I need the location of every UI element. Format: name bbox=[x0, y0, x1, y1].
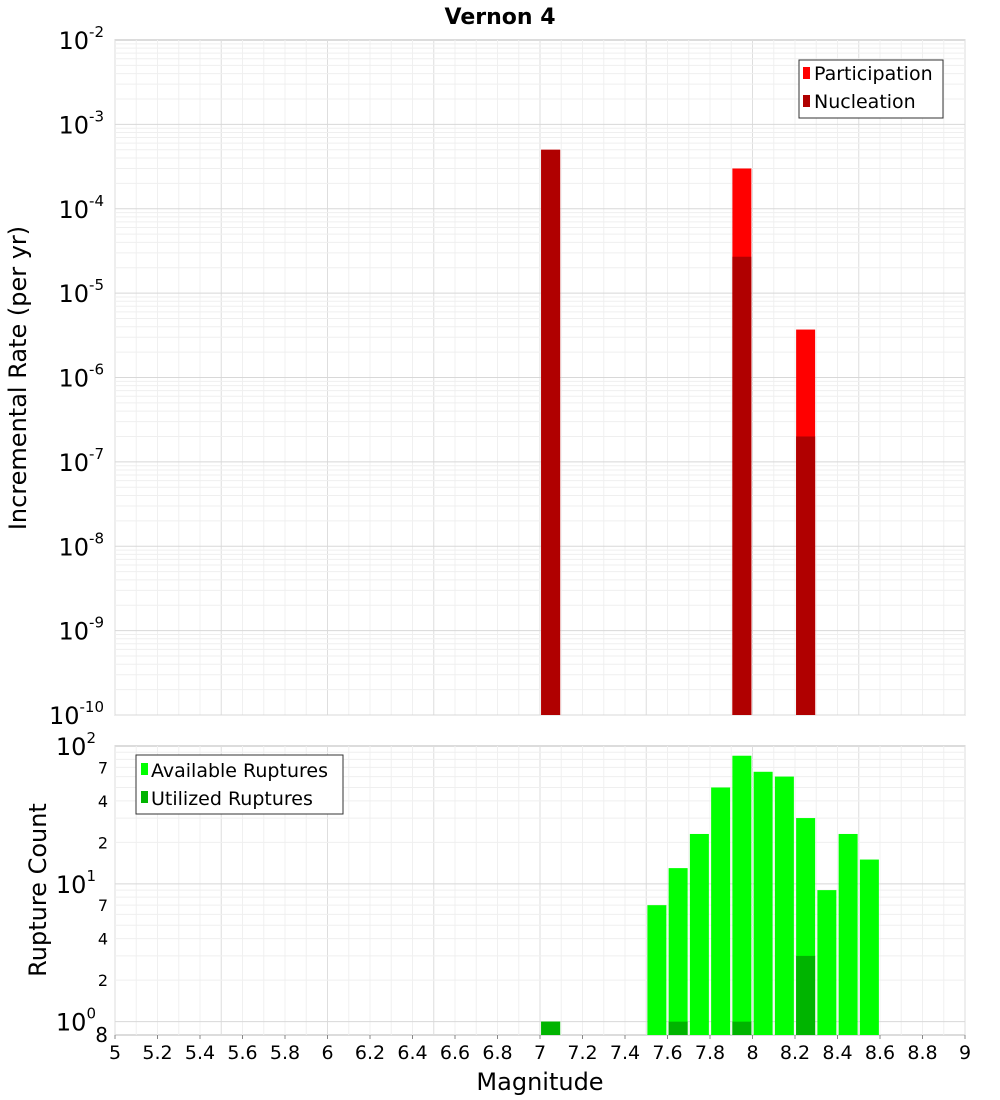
y-tick-label: 10-5 bbox=[58, 276, 104, 308]
nucleation-bar bbox=[541, 149, 561, 715]
top-bars bbox=[541, 149, 816, 715]
x-tick-label: 7.8 bbox=[695, 1042, 725, 1064]
y-minor-tick-label: 7 bbox=[98, 758, 108, 777]
utilized-ruptures-bar bbox=[796, 955, 816, 1035]
nucleation-bar bbox=[732, 256, 752, 715]
bottom-legend: Available Ruptures Utilized Ruptures bbox=[135, 754, 344, 815]
x-tick-label: 8.2 bbox=[780, 1042, 810, 1064]
y-tick-label: 10-9 bbox=[58, 614, 104, 646]
x-tick-label: 5.8 bbox=[270, 1042, 300, 1064]
top-legend-box bbox=[798, 59, 944, 119]
x-axis-label: Magnitude bbox=[476, 1068, 603, 1096]
y-minor-tick-label: 4 bbox=[98, 930, 108, 949]
x-tick-label: 8.8 bbox=[907, 1042, 937, 1064]
legend-label-participation: Participation bbox=[814, 63, 933, 85]
available-ruptures-bar bbox=[647, 905, 667, 1035]
y-tick-label: 10-10 bbox=[49, 698, 104, 730]
x-tick-label: 5 bbox=[109, 1042, 121, 1064]
y-minor-tick-label: 4 bbox=[98, 792, 108, 811]
top-legend: Participation Nucleation bbox=[798, 59, 944, 119]
x-tick-label: 8.4 bbox=[822, 1042, 852, 1064]
x-tick-label: 8.6 bbox=[865, 1042, 895, 1064]
legend-swatch-available bbox=[141, 763, 148, 775]
y-minor-tick-label: 2 bbox=[98, 971, 108, 990]
available-ruptures-bar bbox=[838, 833, 858, 1035]
bottom-legend-box bbox=[135, 754, 344, 815]
available-ruptures-bar bbox=[859, 859, 879, 1035]
y-minor-tick-label: 7 bbox=[98, 896, 108, 915]
legend-swatch-utilized bbox=[141, 791, 148, 803]
chart-title: Vernon 4 bbox=[445, 5, 556, 30]
available-ruptures-bar bbox=[711, 787, 731, 1035]
y-minor-tick-label: 2 bbox=[98, 833, 108, 852]
bottom-y-axis-label: Rupture Count bbox=[24, 803, 52, 977]
x-tick-label: 8 bbox=[746, 1042, 758, 1064]
nucleation-bar bbox=[796, 436, 816, 715]
top-y-ticks: 10-10 10-9 10-8 10-7 10-6 10-5 10-4 10-3 10-2 bbox=[49, 23, 104, 730]
x-ticks: 5 5.2 5.4 5.6 5.8 6 6.2 6.4 6.6 6.8 7 7.2 7.4 7.6 7.8 8… bbox=[109, 1035, 971, 1064]
utilized-ruptures-bar bbox=[668, 1021, 688, 1035]
x-tick-label: 7.2 bbox=[567, 1042, 597, 1064]
top-y-axis-label: Incremental Rate (per yr) bbox=[4, 226, 32, 530]
legend-swatch-participation bbox=[803, 67, 810, 79]
x-tick-label: 6.4 bbox=[397, 1042, 427, 1064]
legend-label-nucleation: Nucleation bbox=[814, 91, 916, 113]
bottom-bars bbox=[541, 755, 879, 1035]
y-tick-label: 10-8 bbox=[58, 529, 104, 561]
available-ruptures-bar bbox=[753, 771, 773, 1035]
y-tick-label: 101 bbox=[56, 867, 96, 899]
x-tick-label: 6.2 bbox=[355, 1042, 385, 1064]
available-ruptures-bar bbox=[774, 776, 794, 1035]
legend-swatch-nucleation bbox=[803, 95, 810, 107]
x-tick-label: 6 bbox=[321, 1042, 333, 1064]
x-tick-label: 6.8 bbox=[482, 1042, 512, 1064]
top-grid bbox=[114, 40, 966, 716]
bottom-y-ticks: 100 101 102 8 2 4 7 2 4 7 bbox=[56, 729, 108, 1047]
y-minor-tick-label: 8 bbox=[95, 1023, 108, 1047]
available-ruptures-bar bbox=[732, 755, 752, 1035]
legend-label-available: Available Ruptures bbox=[151, 760, 328, 782]
y-tick-label: 10-7 bbox=[58, 445, 104, 477]
available-ruptures-bar bbox=[817, 890, 837, 1035]
x-tick-label: 5.4 bbox=[185, 1042, 215, 1064]
x-tick-label: 7 bbox=[534, 1042, 546, 1064]
y-tick-label: 10-4 bbox=[58, 192, 104, 224]
utilized-ruptures-bar bbox=[541, 1021, 561, 1035]
x-tick-label: 5.2 bbox=[142, 1042, 172, 1064]
y-tick-label: 10-6 bbox=[58, 361, 104, 393]
x-tick-label: 7.6 bbox=[652, 1042, 682, 1064]
x-tick-label: 5.6 bbox=[227, 1042, 257, 1064]
available-ruptures-bar bbox=[668, 868, 688, 1035]
utilized-ruptures-bar bbox=[732, 1021, 752, 1035]
y-tick-label: 10-2 bbox=[58, 23, 104, 55]
legend-label-utilized: Utilized Ruptures bbox=[151, 788, 313, 810]
y-tick-label: 102 bbox=[56, 729, 96, 761]
x-tick-label: 6.6 bbox=[440, 1042, 470, 1064]
available-ruptures-bar bbox=[689, 833, 709, 1035]
y-tick-label: 100 bbox=[56, 1005, 96, 1037]
x-tick-label: 9 bbox=[959, 1042, 971, 1064]
x-tick-label: 7.4 bbox=[610, 1042, 640, 1064]
y-tick-label: 10-3 bbox=[58, 107, 104, 139]
